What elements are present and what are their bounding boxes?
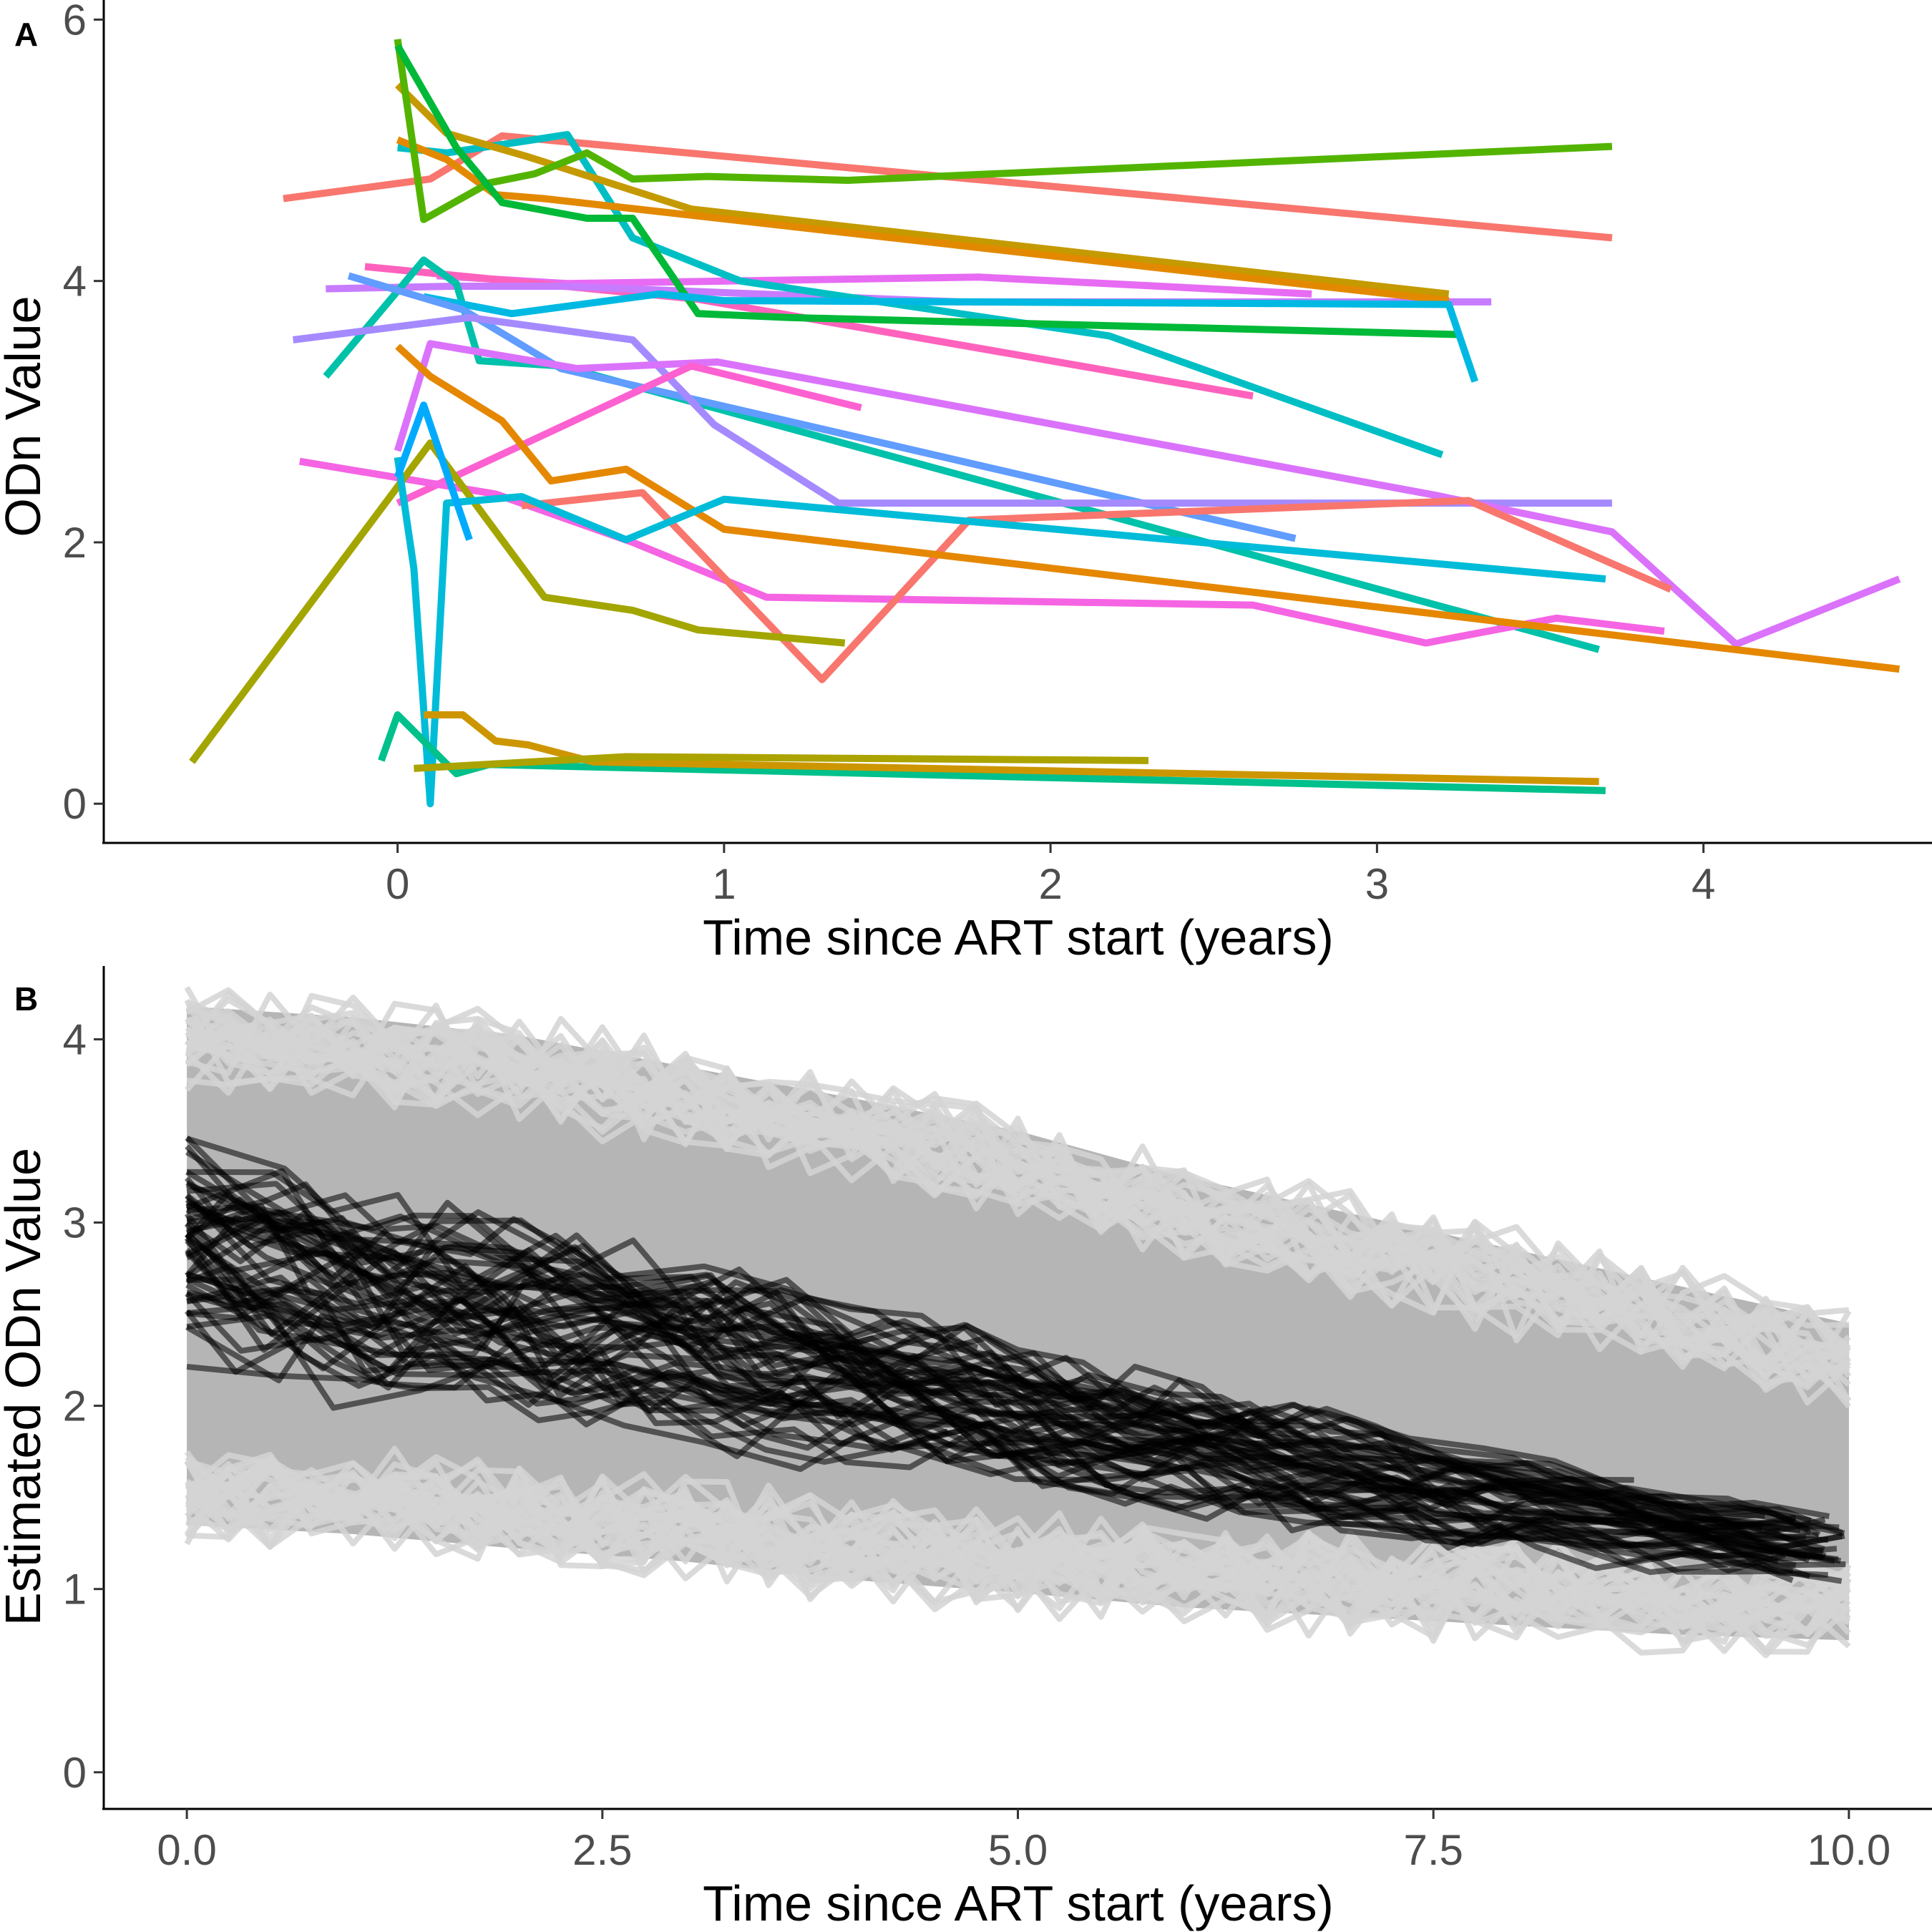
- panel-a-y-tick-label: 6: [63, 0, 87, 44]
- panel-a-y-tick-label: 0: [63, 780, 87, 828]
- simulated-light-line: [185, 1005, 1060, 1175]
- panel-b-x-axis-title: Time since ART start (years): [703, 1875, 1334, 1931]
- panel-b-x-tick-label: 7.5: [1403, 1826, 1463, 1874]
- panel-a-ticks: 0 1 2 3 4 0 2 4 6: [63, 0, 1716, 908]
- simulated-dark-line: [185, 1210, 1801, 1533]
- panel-a-y-tick-label: 4: [63, 258, 87, 306]
- panel-b-ticks: 0.0 2.5 5.0 7.5 10.0 0 1 2 3 4: [63, 1015, 1891, 1874]
- panel-a: A 0 1 2 3 4 0 2 4 6 Time since ART start (years)…: [0, 0, 1932, 965]
- series-line-22: [378, 711, 1606, 794]
- series-line-24: [414, 753, 1149, 772]
- panel-a-x-tick-label: 2: [1038, 860, 1062, 908]
- series-line-5: [397, 131, 1444, 459]
- series-line-10: [323, 256, 1600, 653]
- simulated-light-line: [185, 1456, 1851, 1654]
- panel-a-y-axis-title: ODn Value: [0, 296, 51, 537]
- panel-b-y-tick-label: 1: [63, 1566, 87, 1614]
- simulated-dark-line: [185, 1276, 1504, 1541]
- simulated-dark-line: [185, 1224, 1781, 1535]
- panel-b-x-tick-label: 0.0: [157, 1826, 216, 1874]
- series-line-20: [394, 457, 1606, 808]
- simulated-light-line: [186, 992, 1558, 1309]
- panel-a-x-tick-label: 1: [712, 860, 736, 908]
- panel-b-x-tick-label: 2.5: [572, 1826, 632, 1874]
- series-line-11: [423, 290, 1479, 383]
- panel-a-band-layer: [189, 39, 1901, 808]
- series-line-8: [394, 39, 1613, 223]
- series-line-9: [394, 44, 1459, 338]
- simulated-dark-line: [186, 1181, 1845, 1536]
- panel-b-y-axis-title: Estimated ODn Value: [0, 1148, 51, 1626]
- simulated-light-line: [184, 990, 1851, 1387]
- series-line-17: [521, 489, 1673, 683]
- series-line-6: [395, 82, 1450, 298]
- panel-a-x-tick-label: 3: [1365, 860, 1389, 908]
- panel-a-x-tick-label: 0: [386, 860, 409, 908]
- simulated-light-line: [185, 1028, 1851, 1379]
- simulated-light-line: [185, 1013, 1850, 1384]
- panel-b-x-tick-label: 5.0: [988, 1826, 1048, 1874]
- panel-a-x-axis-title: Time since ART start (years): [703, 909, 1334, 965]
- series-line-19: [189, 439, 846, 764]
- simulated-light-line: [186, 1013, 1851, 1381]
- simulated-light-line: [185, 1025, 1600, 1295]
- panel-b-label: B: [14, 980, 38, 1018]
- panel-a-x-tick-label: 4: [1692, 860, 1715, 908]
- series-line-12: [347, 272, 1297, 542]
- series-line-14: [394, 340, 1901, 648]
- panel-b-y-tick-label: 3: [63, 1199, 87, 1247]
- series-line-13: [292, 313, 1612, 507]
- simulated-dark-line: [185, 1199, 1827, 1559]
- panel-a-label: A: [14, 16, 38, 53]
- panel-a-y-tick-label: 2: [63, 519, 87, 567]
- series-line-18: [395, 343, 1900, 673]
- panel-b-band-layer: [184, 986, 1852, 1659]
- simulated-light-line: [185, 1455, 1851, 1640]
- panel-b-y-tick-label: 4: [63, 1015, 87, 1063]
- panel-b-y-tick-label: 0: [63, 1749, 87, 1797]
- series-line-21: [394, 401, 473, 541]
- series-line-15: [396, 362, 862, 507]
- simulated-dark-line: [185, 1144, 1840, 1531]
- panel-b-x-tick-label: 10.0: [1807, 1826, 1890, 1874]
- panel-b: B 0.0 2.5 5.0 7.5 10.0 0 1 2 3 4 Time since ART s…: [0, 966, 1932, 1931]
- simulated-dark-line: [185, 1249, 1774, 1560]
- panel-b-y-tick-label: 2: [63, 1382, 87, 1430]
- series-line-23: [424, 711, 1599, 786]
